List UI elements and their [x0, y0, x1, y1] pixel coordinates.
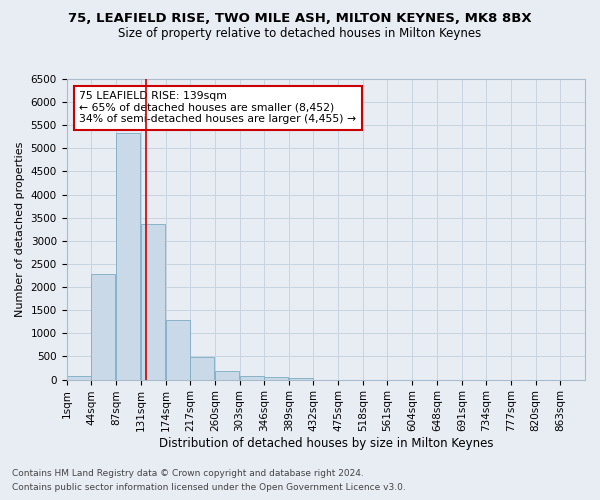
- Bar: [141, 224, 165, 380]
- Bar: [116, 133, 140, 380]
- Y-axis label: Number of detached properties: Number of detached properties: [15, 142, 25, 317]
- Text: Size of property relative to detached houses in Milton Keynes: Size of property relative to detached ho…: [118, 28, 482, 40]
- X-axis label: Distribution of detached houses by size in Milton Keynes: Distribution of detached houses by size …: [158, 437, 493, 450]
- Bar: [215, 370, 239, 380]
- Text: 75, LEAFIELD RISE, TWO MILE ASH, MILTON KEYNES, MK8 8BX: 75, LEAFIELD RISE, TWO MILE ASH, MILTON …: [68, 12, 532, 26]
- Bar: [190, 358, 214, 380]
- Bar: [239, 376, 263, 380]
- Bar: [289, 378, 313, 380]
- Bar: [166, 320, 190, 380]
- Text: 75 LEAFIELD RISE: 139sqm
← 65% of detached houses are smaller (8,452)
34% of sem: 75 LEAFIELD RISE: 139sqm ← 65% of detach…: [79, 91, 356, 124]
- Bar: [91, 274, 115, 380]
- Text: Contains public sector information licensed under the Open Government Licence v3: Contains public sector information licen…: [12, 484, 406, 492]
- Text: Contains HM Land Registry data © Crown copyright and database right 2024.: Contains HM Land Registry data © Crown c…: [12, 468, 364, 477]
- Bar: [264, 378, 288, 380]
- Bar: [67, 376, 91, 380]
